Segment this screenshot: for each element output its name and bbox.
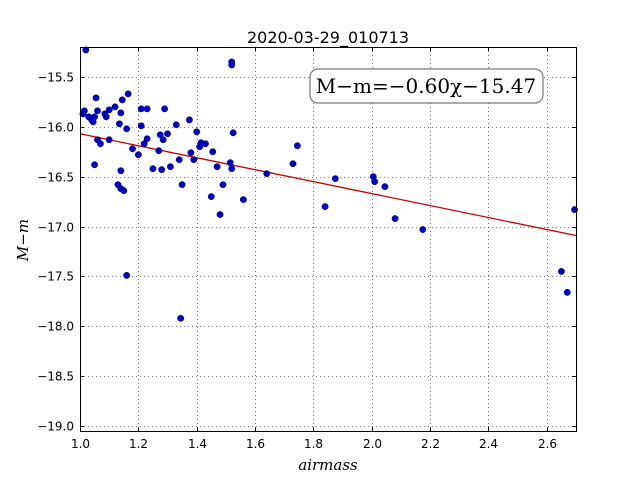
data-point [202,140,209,148]
data-points [79,46,578,322]
data-point [156,131,164,139]
x-axis-label: airmass [298,456,358,474]
grid [80,47,576,431]
data-point [105,106,113,114]
data-point [193,128,201,136]
data-point [558,268,565,275]
fit-line [79,133,577,237]
x-tick-label: 2.6 [538,437,557,451]
data-point [124,90,132,98]
x-tick-label: 2.0 [363,437,382,451]
data-point [391,215,399,222]
y-tick-label: −15.5 [37,71,74,85]
data-point [137,122,145,130]
data-point [419,226,427,233]
chart-title: 2020-03-29_010713 [247,28,409,48]
data-point [117,109,125,117]
data-point [293,142,301,150]
data-point [91,113,98,121]
data-point [115,120,123,128]
data-point [226,159,234,167]
y-tick-label: −17.5 [37,270,74,284]
data-point [143,135,151,143]
data-point [117,167,125,175]
x-tick-label: 2.2 [421,437,440,451]
data-point [123,125,131,133]
data-point [129,145,136,153]
data-point [137,105,145,113]
data-point [371,178,379,186]
fit-annotation: M−m=−0.60χ−15.47 [309,68,544,104]
data-point [263,170,271,178]
fit-equation: M−m=−0.60χ−15.47 [316,74,536,98]
x-tick-label: 1.6 [246,437,265,451]
y-tick-label: −18.5 [37,370,74,384]
x-tick-label: 1.8 [304,437,323,451]
y-tick-label: −16.5 [37,171,74,185]
data-point [140,140,148,148]
data-point [207,193,215,201]
x-tick-label: 2.4 [479,437,498,451]
data-point [213,163,221,171]
data-point [190,156,198,164]
data-point [219,181,227,189]
plot-frame [80,47,577,432]
x-tick-label: 1.0 [71,437,90,451]
data-point [97,140,104,148]
data-point [178,181,186,189]
data-point [149,165,157,173]
data-point [123,272,131,279]
data-point [177,314,185,322]
data-point [175,156,183,164]
y-tick-label: −19.0 [37,420,74,434]
data-point [134,151,142,159]
fit-annotation-box [309,68,544,104]
x-tick-label: 1.4 [188,437,207,451]
y-axis-label: M−m [14,219,32,262]
data-point [164,130,171,138]
y-tick-label: −17.0 [37,221,74,235]
y-tick-label: −16.0 [37,121,74,135]
data-point [91,161,98,169]
data-point [158,166,166,174]
data-point [228,61,236,69]
y-tick-label: −18.0 [37,320,74,334]
data-point [82,46,90,54]
data-point [216,211,224,218]
data-point [161,105,169,113]
data-point [167,163,174,171]
data-point [228,165,236,173]
data-point [381,183,389,191]
data-point [111,103,119,111]
data-point [102,113,110,121]
data-point [105,136,113,144]
data-point [80,107,88,115]
data-point [159,136,167,144]
data-point [172,121,180,129]
data-point [563,288,571,296]
data-point [143,105,151,113]
data-point [155,147,163,155]
data-point [209,148,217,156]
data-point [187,149,195,157]
data-point [331,175,339,183]
data-point [229,129,237,137]
data-point [94,107,101,115]
data-point [321,203,329,210]
data-point [92,94,100,102]
data-point [186,116,193,124]
data-point [289,160,297,168]
data-point [239,196,247,204]
data-point [120,187,128,195]
x-tick-label: 1.2 [129,437,148,451]
data-point [118,96,126,104]
